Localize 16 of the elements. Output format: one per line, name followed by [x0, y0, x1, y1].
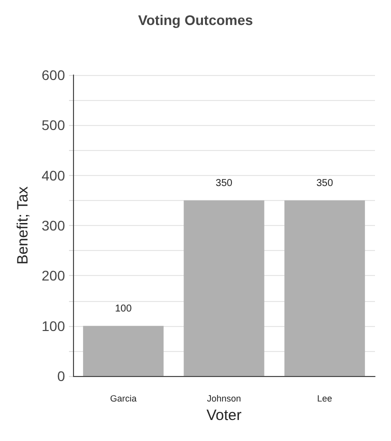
data-label: 100 — [114, 303, 132, 314]
y-tick-label: 400 — [42, 167, 66, 184]
x-tick-label: Johnson — [206, 394, 242, 404]
y-tick-label: 200 — [42, 268, 66, 284]
y-axis-title: Benefit; Tax — [14, 186, 32, 265]
y-tick-label: 600 — [42, 67, 66, 83]
data-label: 350 — [316, 178, 334, 189]
y-tick-label: 100 — [42, 318, 66, 334]
y-tick-label: 500 — [42, 117, 66, 134]
y-tick-label: 0 — [57, 368, 66, 384]
chart-title: Voting Outcomes — [138, 12, 254, 28]
x-tick-label: Garcia — [110, 394, 137, 404]
x-axis-title: Voter — [206, 407, 242, 424]
y-tick-label: 300 — [42, 218, 66, 234]
x-tick-label: Lee — [317, 394, 332, 404]
data-label: 350 — [216, 178, 233, 189]
